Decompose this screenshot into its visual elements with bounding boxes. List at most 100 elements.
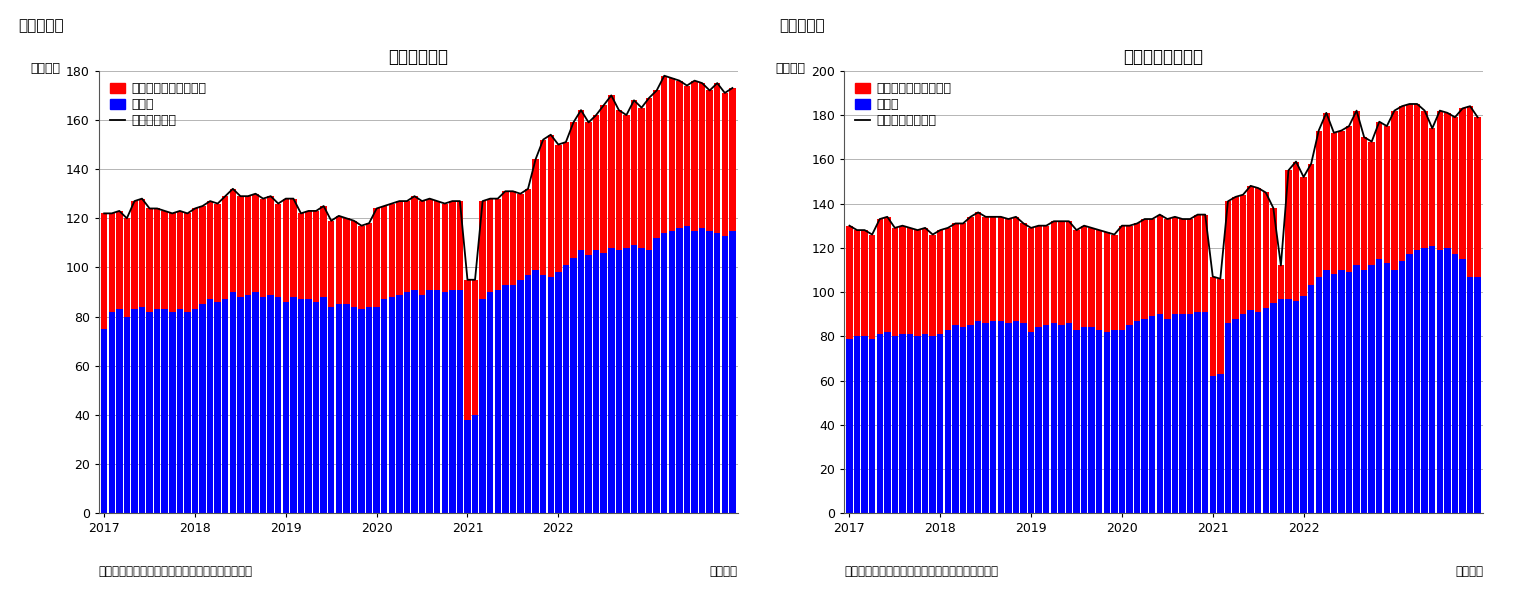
Bar: [1119, 225, 1126, 330]
Bar: [100, 214, 108, 329]
Bar: [713, 233, 721, 513]
Bar: [555, 273, 561, 513]
Bar: [268, 196, 274, 294]
Bar: [214, 302, 221, 513]
Bar: [1202, 215, 1208, 312]
Bar: [1392, 110, 1398, 270]
Bar: [395, 294, 403, 513]
Bar: [1051, 221, 1057, 323]
Bar: [1005, 323, 1011, 513]
Bar: [1430, 245, 1436, 513]
Bar: [344, 304, 350, 513]
Bar: [283, 302, 289, 513]
Bar: [945, 228, 951, 330]
Bar: [1036, 225, 1042, 327]
Bar: [684, 225, 691, 513]
Bar: [586, 122, 592, 255]
Bar: [359, 225, 365, 309]
Bar: [230, 189, 236, 292]
Legend: 集合住宅（二戸以上）, 戸建て, 住宅建築許可件数: 集合住宅（二戸以上）, 戸建て, 住宅建築許可件数: [850, 77, 957, 132]
Bar: [108, 312, 116, 513]
Bar: [846, 339, 853, 513]
Bar: [998, 321, 1004, 513]
Bar: [1179, 314, 1186, 513]
Bar: [975, 212, 981, 321]
Bar: [146, 208, 152, 312]
Bar: [899, 334, 905, 513]
Bar: [138, 307, 144, 513]
Bar: [1415, 250, 1421, 513]
Bar: [176, 211, 183, 309]
Bar: [914, 230, 920, 336]
Legend: 集合住宅（二戸以上）, 戸建て, 住宅着工件数: 集合住宅（二戸以上）, 戸建て, 住宅着工件数: [105, 77, 211, 132]
Bar: [1224, 201, 1230, 323]
Bar: [1028, 332, 1034, 513]
Bar: [1459, 259, 1466, 513]
Bar: [868, 234, 876, 339]
Bar: [1451, 117, 1459, 254]
Bar: [578, 250, 584, 513]
Bar: [245, 196, 251, 294]
Bar: [306, 299, 312, 513]
Bar: [1232, 197, 1238, 319]
Bar: [861, 230, 868, 336]
Bar: [698, 228, 706, 513]
Bar: [154, 309, 160, 513]
Bar: [344, 218, 350, 304]
Bar: [199, 206, 205, 304]
Bar: [291, 297, 297, 513]
Bar: [380, 206, 388, 299]
Bar: [601, 253, 607, 513]
Text: （月次）: （月次）: [1456, 565, 1483, 578]
Bar: [1028, 228, 1034, 332]
Bar: [298, 214, 304, 299]
Bar: [1255, 312, 1261, 513]
Bar: [1081, 225, 1088, 327]
Bar: [967, 325, 973, 513]
Bar: [260, 297, 266, 513]
Bar: [692, 231, 698, 513]
Bar: [1323, 270, 1329, 513]
Bar: [608, 248, 614, 513]
Bar: [1036, 327, 1042, 513]
Bar: [1224, 323, 1230, 513]
Bar: [1013, 217, 1019, 321]
Bar: [207, 201, 213, 299]
Bar: [1437, 111, 1443, 250]
Bar: [967, 217, 973, 325]
Bar: [502, 191, 508, 284]
Bar: [1262, 192, 1269, 307]
Bar: [1270, 303, 1276, 513]
Bar: [1407, 104, 1413, 254]
Bar: [975, 321, 981, 513]
Bar: [138, 199, 144, 307]
Bar: [388, 204, 395, 297]
Bar: [1247, 310, 1253, 513]
Bar: [1338, 130, 1345, 270]
Bar: [729, 88, 736, 231]
Bar: [1422, 248, 1428, 513]
Bar: [1194, 312, 1202, 513]
Bar: [418, 294, 426, 513]
Bar: [1369, 266, 1375, 513]
Bar: [456, 290, 462, 513]
Bar: [990, 217, 996, 321]
Bar: [891, 228, 897, 336]
Bar: [116, 309, 123, 513]
Bar: [593, 115, 599, 250]
Bar: [1133, 224, 1141, 321]
Bar: [1021, 224, 1027, 323]
Bar: [237, 297, 243, 513]
Bar: [199, 304, 205, 513]
Bar: [426, 290, 433, 513]
Bar: [1451, 254, 1459, 513]
Bar: [1377, 122, 1383, 259]
Bar: [1278, 266, 1284, 299]
Title: 住宅着工許可件数: 住宅着工許可件数: [1124, 48, 1203, 67]
Title: 住宅着工件数: 住宅着工件数: [388, 48, 449, 67]
Bar: [1407, 254, 1413, 513]
Bar: [1179, 219, 1186, 314]
Bar: [351, 221, 357, 307]
Bar: [1148, 316, 1156, 513]
Bar: [1316, 277, 1322, 513]
